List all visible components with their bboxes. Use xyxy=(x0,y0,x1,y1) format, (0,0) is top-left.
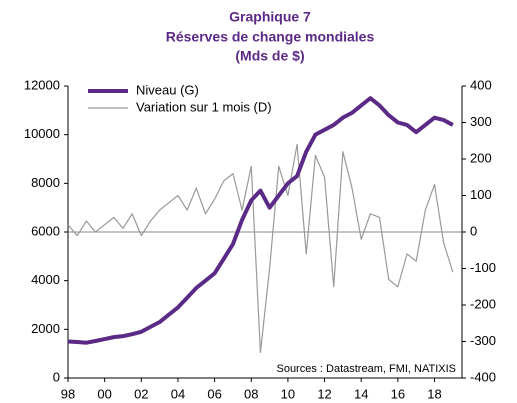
annotation: Sources : Datastream, FMI, NATIXIS xyxy=(276,363,456,375)
y-tick-label: 10000 xyxy=(24,126,60,141)
x-tick-label: 98 xyxy=(61,386,75,401)
x-tick-label: 02 xyxy=(134,386,148,401)
y-tick-label: 8000 xyxy=(31,175,60,190)
legend-label: Variation sur 1 mois (D) xyxy=(136,99,272,114)
x-tick-label: 12 xyxy=(317,386,331,401)
y2-tick-label: 300 xyxy=(470,114,492,129)
y-tick-label: 6000 xyxy=(31,223,60,238)
x-tick-label: 10 xyxy=(281,386,295,401)
y2-tick-label: -200 xyxy=(470,296,496,311)
y2-tick-label: 100 xyxy=(470,187,492,202)
series-line xyxy=(67,96,454,345)
y2-tick-label: -400 xyxy=(470,369,496,384)
y2-tick-label: 0 xyxy=(470,223,477,238)
y2-tick-label: 400 xyxy=(470,77,492,92)
x-tick-label: 00 xyxy=(97,386,111,401)
x-tick-label: 06 xyxy=(207,386,221,401)
y2-tick-label: 200 xyxy=(470,150,492,165)
chart-title: Graphique 7 xyxy=(229,9,311,25)
x-tick-label: 04 xyxy=(171,386,185,401)
y2-tick-label: -300 xyxy=(470,333,496,348)
chart-title: (Mds de $) xyxy=(235,48,304,64)
y-tick-label: 12000 xyxy=(24,77,60,92)
y-tick-label: 4000 xyxy=(31,272,60,287)
chart-title: Réserves de change mondiales xyxy=(166,29,375,45)
x-tick-label: 16 xyxy=(391,386,405,401)
legend-label: Niveau (G) xyxy=(136,82,199,97)
y-tick-label: 0 xyxy=(53,369,60,384)
y2-tick-label: -100 xyxy=(470,260,496,275)
y-tick-label: 2000 xyxy=(31,321,60,336)
x-tick-label: 18 xyxy=(427,386,441,401)
x-tick-label: 08 xyxy=(244,386,258,401)
x-tick-label: 14 xyxy=(354,386,368,401)
series-line xyxy=(67,143,454,354)
